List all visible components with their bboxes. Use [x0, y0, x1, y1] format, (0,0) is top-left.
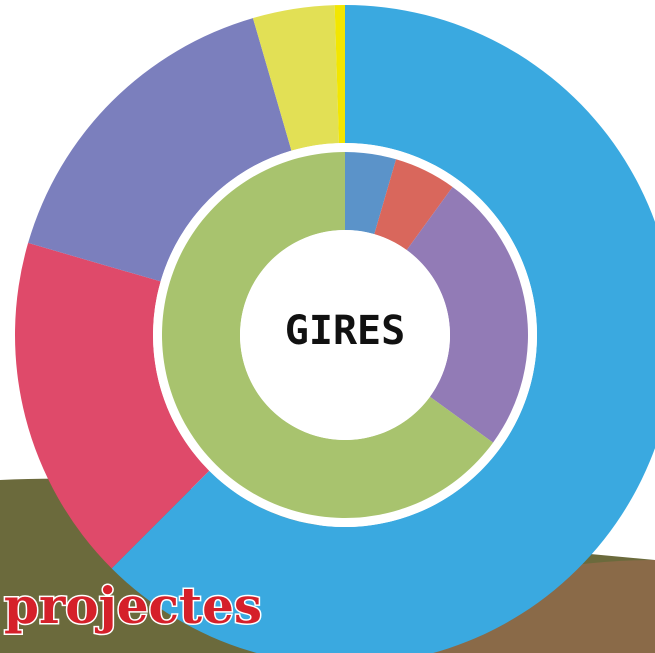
annotation: projectes [4, 576, 262, 635]
slice [111, 5, 655, 653]
slice [406, 186, 528, 443]
slice [252, 5, 339, 151]
rings [14, 5, 655, 653]
slice [161, 151, 494, 518]
center-hole [240, 230, 450, 440]
slice [14, 242, 210, 569]
center-label: GIRES [285, 308, 405, 354]
slice [345, 152, 397, 235]
slice [374, 159, 453, 251]
slice [28, 18, 292, 282]
slice [334, 5, 345, 144]
